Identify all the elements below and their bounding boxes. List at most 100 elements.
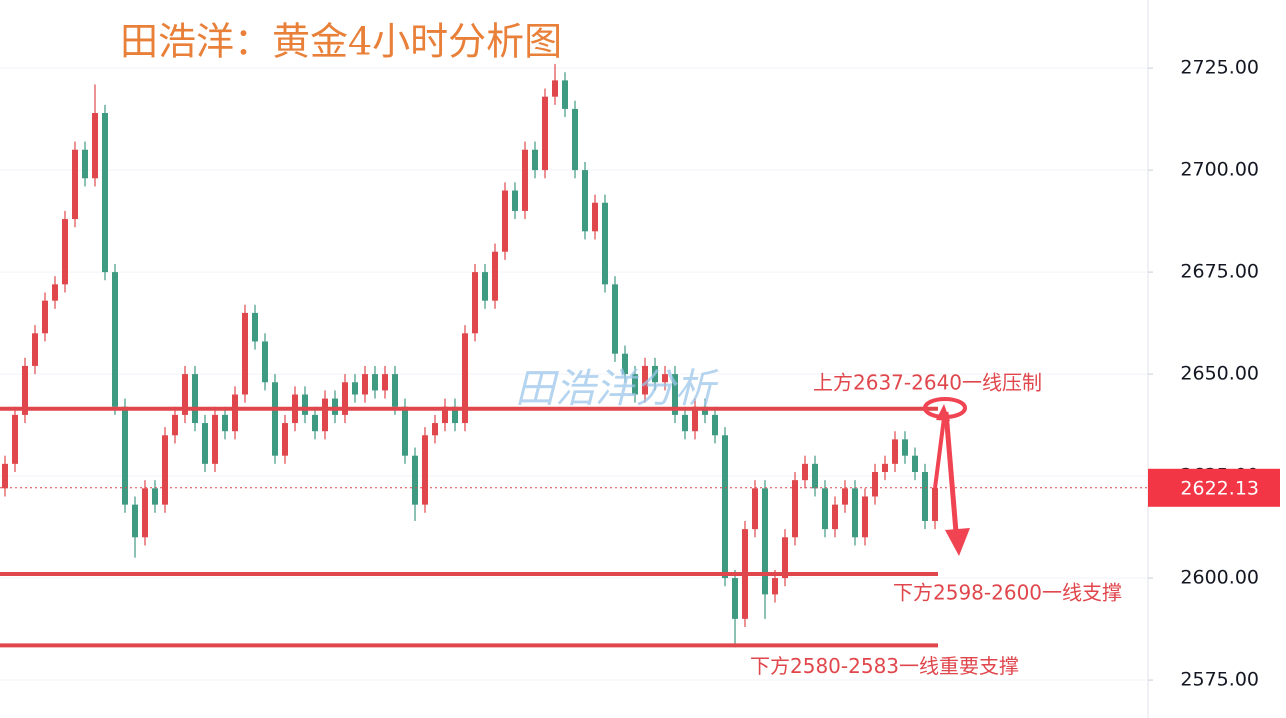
candle-body — [102, 113, 108, 273]
candle-body — [202, 423, 208, 464]
candle-body — [52, 284, 58, 301]
y-tick-label: 2575.00 — [1180, 669, 1259, 691]
candle-body — [492, 251, 498, 301]
level-label: 下方2580-2583一线重要支撑 — [750, 654, 1019, 678]
candle-body — [132, 504, 138, 538]
last-price-label: 2622.13 — [1180, 477, 1259, 499]
candle-body — [272, 382, 278, 456]
watermark: 田浩洋分析 — [515, 366, 719, 412]
candle-body — [672, 374, 678, 415]
candle-body — [532, 149, 538, 171]
candle-body — [332, 398, 338, 415]
candle-body — [712, 414, 718, 436]
candle-body — [842, 488, 848, 505]
chart-title: 田浩洋：黄金4小时分析图 — [120, 20, 562, 64]
candle-body — [752, 488, 758, 530]
candle-body — [912, 455, 918, 473]
candle-body — [82, 149, 88, 179]
candle-body — [562, 80, 568, 109]
candle-body — [622, 353, 628, 375]
candle-body — [642, 365, 648, 395]
candle-body — [72, 149, 78, 220]
candle-body — [722, 435, 728, 579]
candle-body — [212, 414, 218, 464]
candle-body — [922, 472, 928, 521]
candle-body — [682, 414, 688, 432]
candle-body — [382, 374, 388, 391]
candle-body — [472, 272, 478, 334]
candle-body — [582, 170, 588, 232]
candle-body — [862, 496, 868, 538]
candle-body — [12, 414, 18, 464]
candle-body — [502, 190, 508, 252]
candle-body — [282, 423, 288, 456]
candle-body — [142, 488, 148, 538]
candle-body — [782, 537, 788, 579]
candle-body — [242, 312, 248, 395]
y-tick-label: 2725.00 — [1180, 57, 1259, 79]
candle-body — [932, 487, 938, 521]
candle-body — [662, 374, 668, 383]
candle-body — [352, 382, 358, 395]
arrow-down-head — [945, 528, 970, 556]
candle-body — [222, 414, 228, 432]
candle-body — [262, 341, 268, 383]
candle-body — [692, 406, 698, 432]
candle-body — [302, 394, 308, 415]
candle-body — [882, 463, 888, 473]
candle-body — [192, 374, 198, 424]
candle-body — [552, 80, 558, 97]
last-price-badge — [1148, 468, 1280, 507]
level-label: 下方2598-2600一线支撑 — [893, 580, 1122, 604]
candle-body — [162, 435, 168, 505]
candle-body — [152, 488, 158, 505]
candle-body — [592, 202, 598, 232]
candle-body — [482, 272, 488, 301]
candle-body — [772, 578, 778, 595]
candle-body — [802, 463, 808, 481]
y-tick-label: 2650.00 — [1180, 363, 1259, 385]
candle-body — [572, 108, 578, 171]
arrow-up — [933, 417, 946, 489]
candle-body — [372, 374, 378, 391]
candle-body — [412, 455, 418, 505]
y-tick-label: 2600.00 — [1180, 567, 1259, 589]
candle-body — [452, 406, 458, 424]
y-tick-label: 2700.00 — [1180, 159, 1259, 181]
candle-body — [402, 406, 408, 456]
y-tick-label: 2675.00 — [1180, 261, 1259, 283]
candle-body — [632, 374, 638, 395]
candle-body — [22, 365, 28, 415]
candle-body — [92, 113, 98, 179]
candle-body — [852, 488, 858, 538]
candle-body — [832, 504, 838, 530]
candle-body — [732, 578, 738, 619]
candle-body — [342, 382, 348, 415]
candle-body — [602, 202, 608, 285]
candle-body — [122, 406, 128, 505]
candle-body — [542, 96, 548, 171]
candle-body — [232, 394, 238, 432]
candle-body — [362, 374, 368, 395]
candle-body — [112, 272, 118, 407]
candle-body — [172, 414, 178, 436]
candle-body — [312, 414, 318, 432]
level-label: 上方2637-2640一线压制 — [813, 370, 1042, 394]
candle-body — [432, 423, 438, 436]
candle-body — [62, 219, 68, 285]
candle-body — [762, 488, 768, 595]
candle-body — [512, 190, 518, 211]
candle-body — [792, 480, 798, 538]
candle-body — [422, 435, 428, 505]
candle-body — [392, 374, 398, 407]
candle-body — [702, 406, 708, 415]
candle-body — [182, 374, 188, 415]
candle-body — [892, 439, 898, 464]
candle-body — [252, 312, 258, 342]
candle-body — [652, 365, 658, 383]
candle-body — [322, 398, 328, 432]
candle-body — [442, 406, 448, 424]
candle-body — [902, 439, 908, 456]
